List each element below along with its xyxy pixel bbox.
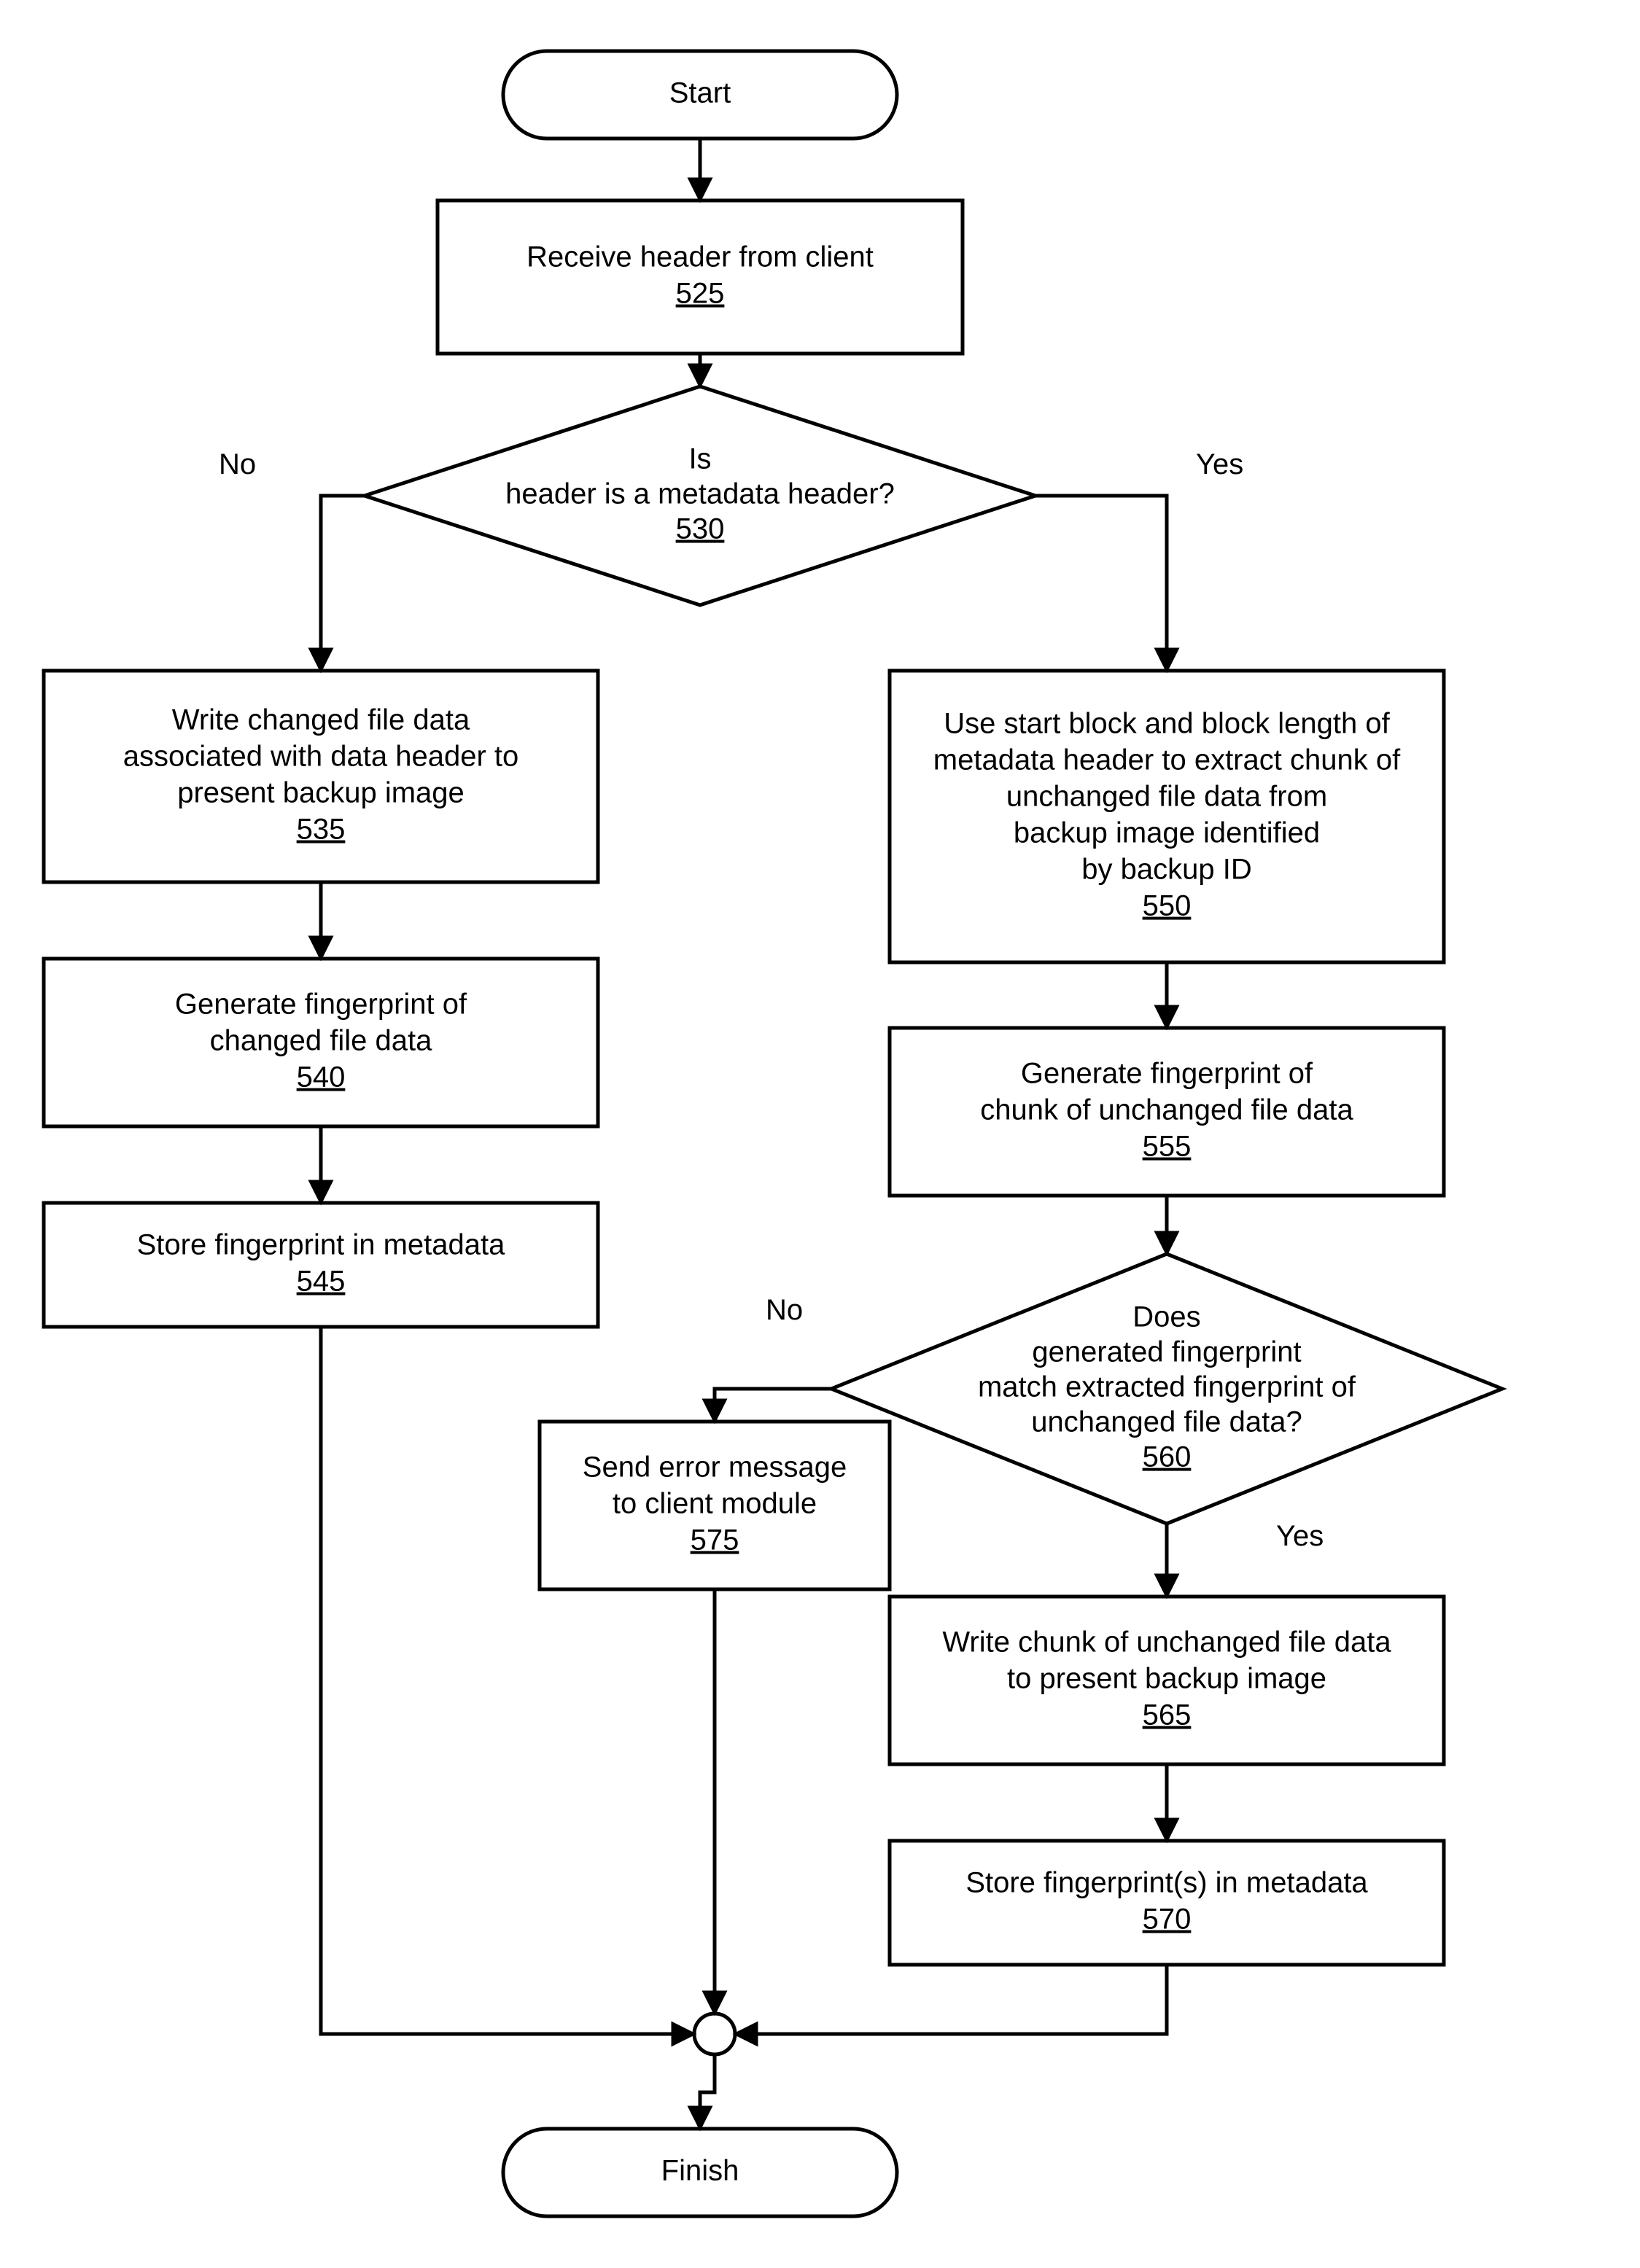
svg-text:changed file data: changed file data [210,1025,432,1057]
svg-text:Write chunk of unchanged file: Write chunk of unchanged file data [942,1626,1391,1659]
svg-text:Start: Start [669,77,731,109]
connector-merge [694,2014,735,2054]
svg-text:No: No [766,1294,803,1326]
edge-n560-n575 [715,1389,831,1422]
svg-text:unchanged file data?: unchanged file data? [1031,1406,1302,1438]
edge-n530-n535 [321,496,365,671]
svg-text:Write changed file data: Write changed file data [172,704,470,736]
svg-text:Send error message: Send error message [583,1451,847,1484]
svg-text:No: No [219,448,256,480]
svg-text:unchanged file data from: unchanged file data from [1006,781,1327,813]
svg-text:Generate fingerprint of: Generate fingerprint of [1021,1058,1313,1090]
svg-text:550: 550 [1143,890,1192,922]
edge-n545-merge [321,1327,694,2034]
svg-text:present backup image: present backup image [177,777,465,809]
svg-text:555: 555 [1143,1131,1192,1163]
svg-text:560: 560 [1143,1441,1192,1473]
svg-text:match extracted fingerprint of: match extracted fingerprint of [978,1371,1356,1403]
svg-text:540: 540 [297,1061,346,1094]
svg-text:by backup ID: by backup ID [1081,854,1251,886]
svg-text:Generate fingerprint of: Generate fingerprint of [175,989,467,1021]
svg-text:Is: Is [688,443,711,475]
svg-text:associated with data header to: associated with data header to [123,741,519,773]
svg-text:chunk of unchanged file data: chunk of unchanged file data [980,1094,1353,1126]
edge-n570-merge [735,1965,1167,2034]
svg-text:Yes: Yes [1196,448,1243,480]
svg-text:backup image identified: backup image identified [1014,817,1320,849]
svg-text:575: 575 [691,1524,739,1556]
svg-text:Finish: Finish [661,2155,739,2187]
svg-text:Store fingerprint in metadata: Store fingerprint in metadata [137,1229,505,1261]
svg-text:570: 570 [1143,1903,1192,1936]
svg-text:generated fingerprint: generated fingerprint [1032,1336,1301,1368]
svg-text:Receive header from client: Receive header from client [526,241,874,273]
svg-text:Store fingerprint(s) in metada: Store fingerprint(s) in metadata [965,1867,1368,1899]
edge-merge-finish [700,2054,715,2129]
svg-text:535: 535 [297,814,346,846]
svg-text:565: 565 [1143,1699,1192,1731]
svg-text:Use start block and block leng: Use start block and block length of [944,708,1390,740]
svg-text:to client module: to client module [613,1488,817,1520]
svg-text:to present backup image: to present backup image [1007,1663,1326,1695]
svg-text:metadata header to extract chu: metadata header to extract chunk of [933,744,1401,776]
svg-text:530: 530 [676,513,725,545]
svg-text:Yes: Yes [1276,1520,1324,1552]
edge-n530-n550 [1035,496,1167,671]
svg-text:Does: Does [1132,1301,1200,1333]
svg-text:545: 545 [297,1266,346,1298]
svg-text:525: 525 [676,278,725,310]
svg-text:header is a metadata header?: header is a metadata header? [505,478,895,510]
